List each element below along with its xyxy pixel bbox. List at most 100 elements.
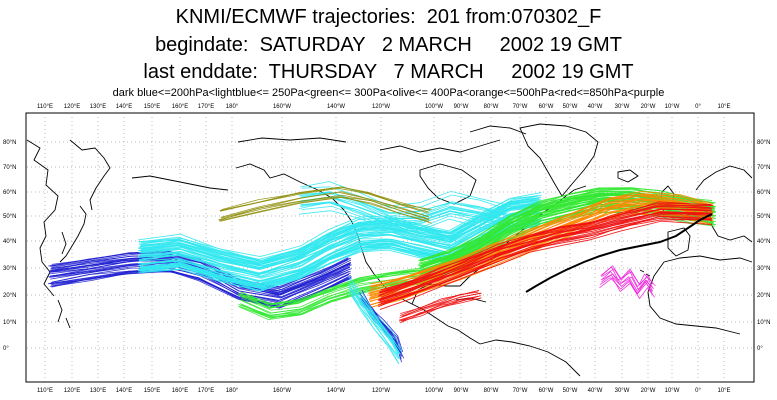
longitude-label-bottom: 140°E <box>116 388 132 394</box>
trajectory-line <box>370 191 713 285</box>
trajectory-line <box>350 295 399 364</box>
longitude-label-top: 0° <box>695 104 701 110</box>
longitude-label-top: 120°E <box>64 104 80 110</box>
longitude-label-bottom: 30°W <box>615 388 630 394</box>
reference-trajectory <box>525 213 713 293</box>
trajectory-line <box>301 201 510 228</box>
latitude-label-left: 80°N <box>3 140 16 146</box>
title-line-3: last enddate: THURSDAY 7 MARCH 2002 19 G… <box>143 61 634 83</box>
longitude-label-bottom: 110°E <box>37 388 53 394</box>
longitude-label-top: 160°E <box>172 104 188 110</box>
coastline <box>237 137 347 143</box>
trajectory-line <box>378 213 712 302</box>
trajectory-line <box>601 265 654 286</box>
trajectory-line <box>50 256 351 294</box>
longitude-label-bottom: 120°W <box>372 388 390 394</box>
latitude-label-right: 50°N <box>757 214 770 220</box>
longitude-label-top: 10°W <box>665 104 680 110</box>
coastline <box>647 261 741 335</box>
trajectory-line <box>379 220 713 310</box>
axis-labels: 110°E 110°E 120°E 120°E 130°E 130°E 140°E 140°E… <box>3 104 770 394</box>
coastline <box>695 165 753 191</box>
longitude-label-bottom: 160°E <box>172 388 188 394</box>
trajectory-line <box>378 208 713 297</box>
longitude-label-bottom: 100°W <box>425 388 443 394</box>
latitude-label-right: 60°N <box>757 190 770 196</box>
trajectory-line <box>138 203 540 269</box>
longitude-label-top: 140°E <box>116 104 132 110</box>
latitude-label-left: 0° <box>3 346 9 352</box>
longitude-label-top: 120°W <box>372 104 390 110</box>
longitude-label-bottom: 80°W <box>484 388 499 394</box>
latitude-label-left: 20°N <box>3 293 16 299</box>
latitude-label-right: 0° <box>757 346 763 352</box>
latitude-label-right: 40°N <box>757 239 770 245</box>
coastline <box>419 163 477 205</box>
longitude-label-bottom: 50°W <box>563 388 578 394</box>
trajectory-line <box>378 206 714 294</box>
longitude-label-top: 40°W <box>588 104 603 110</box>
trajectory-line <box>240 279 420 317</box>
longitude-label-bottom: 60°W <box>539 388 554 394</box>
latitude-label-left: 40°N <box>3 239 16 245</box>
coastline <box>667 227 691 257</box>
trajectory-line <box>369 213 712 309</box>
latitude-label-right: 30°N <box>757 266 770 272</box>
longitude-label-top: 180° <box>226 104 239 110</box>
trajectory-line <box>218 194 430 221</box>
longitude-label-bottom: 140°W <box>327 388 345 394</box>
longitude-label-bottom: 10°E <box>717 388 730 394</box>
trajectory-line <box>51 267 351 304</box>
coastline <box>469 125 527 135</box>
trajectory-line <box>400 290 479 314</box>
longitude-label-bottom: 170°E <box>198 388 214 394</box>
longitude-label-bottom: 10°W <box>665 388 680 394</box>
trajectory-line <box>220 186 432 212</box>
trajectory-line <box>378 202 712 293</box>
trajectory-line <box>50 251 351 288</box>
trajectory-line <box>601 271 654 291</box>
trajectory-line <box>218 196 430 222</box>
trajectories <box>48 181 717 364</box>
trajectory-line <box>240 270 421 308</box>
trajectory-line <box>298 210 512 234</box>
longitude-label-bottom: 160°W <box>273 388 291 394</box>
trajectory-line <box>220 191 429 218</box>
trajectory-line <box>241 267 421 306</box>
trajectory-line <box>48 260 352 296</box>
trajectory-line <box>400 298 481 322</box>
coastline <box>26 139 59 297</box>
trajectory-line <box>238 269 423 305</box>
trajectory-line <box>139 210 541 275</box>
coastline <box>57 299 71 329</box>
trajectory-line <box>350 289 399 359</box>
longitude-label-top: 130°E <box>90 104 106 110</box>
trajectory-line <box>141 211 541 277</box>
title-line-1: KNMI/ECMWF trajectories: 201 from:070302… <box>175 6 602 28</box>
trajectory-line <box>301 205 512 233</box>
longitude-label-top: 110°E <box>37 104 53 110</box>
title-line-2: begindate: SATURDAY 2 MARCH 2002 19 GMT <box>155 34 622 56</box>
trajectory-line <box>140 200 540 266</box>
trajectory-line <box>298 202 512 229</box>
coastline <box>423 309 481 345</box>
coastline <box>61 231 67 255</box>
trajectory-line <box>138 192 542 258</box>
trajectory-line <box>239 280 421 316</box>
trajectory-line <box>140 212 539 276</box>
coastline <box>663 255 753 263</box>
coastline <box>59 205 87 263</box>
trajectory-line <box>381 219 712 306</box>
trajectory-line <box>301 196 511 222</box>
coastline <box>69 139 111 211</box>
longitude-label-top: 30°W <box>615 104 630 110</box>
trajectory-line <box>348 280 400 354</box>
trajectory-line <box>301 186 511 211</box>
longitude-label-top: 20°W <box>641 104 656 110</box>
latitude-label-left: 70°N <box>3 165 16 171</box>
trajectory-line <box>599 277 653 295</box>
trajectory-line <box>378 208 712 296</box>
coastline <box>235 163 333 199</box>
longitude-label-top: 70°W <box>513 104 528 110</box>
